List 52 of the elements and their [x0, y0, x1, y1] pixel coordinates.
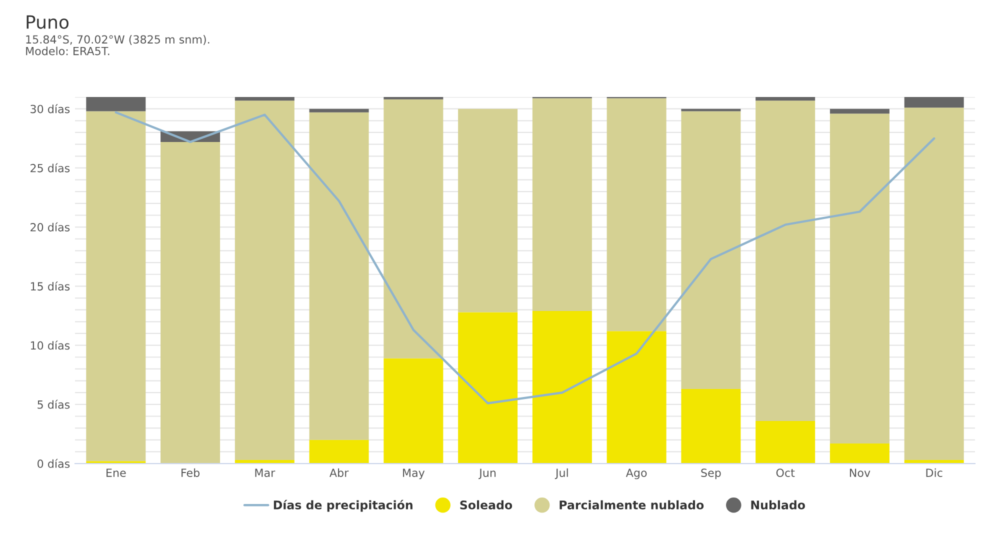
x-tick-label: Oct	[776, 468, 795, 477]
bar	[606, 331, 666, 464]
line-series	[114, 111, 936, 404]
x-tick-label: Jun	[478, 468, 496, 480]
bar	[904, 97, 964, 108]
bar	[830, 443, 890, 464]
y-tick-label: 15 días	[30, 282, 70, 291]
bar	[384, 358, 444, 464]
y-tick-label: 0 días	[38, 458, 70, 468]
y-tick-label: 25 días	[30, 163, 70, 172]
bar	[234, 100, 294, 460]
x-tick-label: Jul	[554, 468, 568, 480]
bar	[830, 114, 890, 444]
x-tick-label: Mar	[255, 468, 276, 477]
y-tick-label: 20 días	[30, 222, 70, 232]
x-tick-label: Sep	[701, 468, 721, 480]
legend-label: Días de precipitación	[274, 500, 412, 512]
legend-label: Soleado	[460, 500, 512, 510]
bar	[458, 108, 518, 312]
bar	[384, 99, 444, 358]
bar	[681, 389, 741, 464]
bar	[86, 111, 146, 462]
legend-label: Parcialmente nublado	[560, 500, 704, 510]
bar	[756, 97, 816, 101]
bar	[309, 112, 369, 440]
bar	[532, 98, 592, 312]
chart-subtitle: 15.84°S, 70.02°W (3825 m snm). Modelo: ERA5T.	[26, 35, 210, 56]
bar	[532, 311, 592, 464]
bar	[756, 420, 816, 464]
x-tick-label: Feb	[182, 468, 200, 477]
bar	[309, 440, 369, 464]
bar	[606, 98, 666, 332]
bar	[756, 100, 816, 421]
bar	[309, 108, 369, 112]
bar	[458, 312, 518, 464]
y-tick-label: 5 días	[38, 400, 70, 409]
legend-label: Nublado	[751, 500, 805, 510]
bar	[681, 111, 741, 390]
x-tick-label: Ago	[626, 468, 647, 480]
bar	[160, 142, 220, 464]
x-tick-label: Dic	[926, 468, 942, 477]
y-tick-label: 10 días	[30, 340, 70, 350]
chart-title: Puno	[26, 15, 69, 29]
x-tick-label: Abr	[330, 468, 349, 477]
bar	[830, 108, 890, 114]
x-tick-label: Nov	[850, 468, 870, 477]
x-tick-label: Ene	[106, 468, 126, 477]
bar	[234, 97, 294, 101]
bar	[86, 97, 146, 112]
bar	[904, 108, 964, 460]
x-tick-label: May	[403, 468, 425, 480]
y-tick-label: 30 días	[30, 104, 70, 114]
